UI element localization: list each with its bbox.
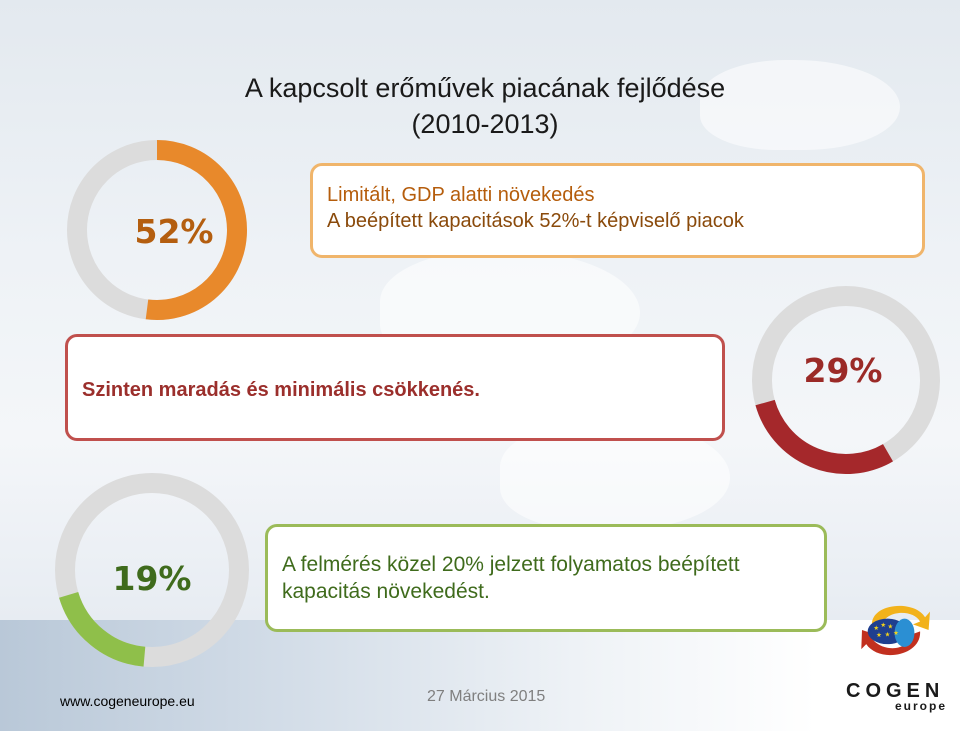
- box-text-line-2: kapacitás növekedést.: [282, 580, 490, 603]
- box-heading: Szinten maradás és minimális csökkenés.: [82, 379, 480, 401]
- donut-chart-19: 19%: [55, 473, 249, 667]
- donut-chart-52: 52%: [67, 140, 247, 320]
- footer-url-link[interactable]: www.cogeneurope.eu: [60, 693, 195, 709]
- cogen-europe-logo-icon: ★ ★ ★ ★ ★ ★: [861, 605, 930, 656]
- donut-chart-29: 29%: [752, 286, 940, 474]
- ring-value-arc: [755, 399, 893, 474]
- box-heading: Limitált, GDP alatti növekedés: [327, 184, 595, 206]
- info-box-growth: Limitált, GDP alatti növekedés A beépíte…: [310, 163, 925, 258]
- svg-text:★: ★: [873, 624, 879, 632]
- page-title: A kapcsolt erőművek piacának fejlődése (…: [150, 70, 820, 142]
- footer-date: 27 Március 2015: [427, 688, 546, 705]
- percent-label: 52%: [135, 212, 214, 251]
- ring-value-arc: [145, 140, 247, 320]
- svg-text:★: ★: [888, 623, 894, 631]
- info-box-continuous-growth: A felmérés közel 20% jelzett folyamatos …: [265, 524, 827, 632]
- box-text: A beépített kapacitások 52%-t képviselő …: [327, 210, 744, 232]
- title-line-1: A kapcsolt erőművek piacának fejlődése: [244, 73, 726, 103]
- info-box-stable: Szinten maradás és minimális csökkenés.: [65, 334, 725, 441]
- ring-background: [55, 473, 249, 667]
- svg-text:★: ★: [885, 630, 891, 638]
- percent-label: 19%: [113, 559, 192, 598]
- logo-subtitle: europe: [895, 699, 948, 713]
- logo-wordmark: COGEN: [846, 680, 945, 702]
- map-shape: [700, 60, 900, 150]
- title-line-2: (2010-2013): [411, 109, 559, 139]
- box-text-line-1: A felmérés közel 20% jelzett folyamatos …: [282, 553, 740, 576]
- percent-label: 29%: [804, 351, 883, 390]
- svg-text:★: ★: [880, 621, 886, 629]
- svg-text:★: ★: [876, 631, 882, 639]
- svg-text:★: ★: [893, 629, 899, 637]
- bottom-band: [0, 620, 960, 731]
- ring-value-arc: [59, 591, 146, 667]
